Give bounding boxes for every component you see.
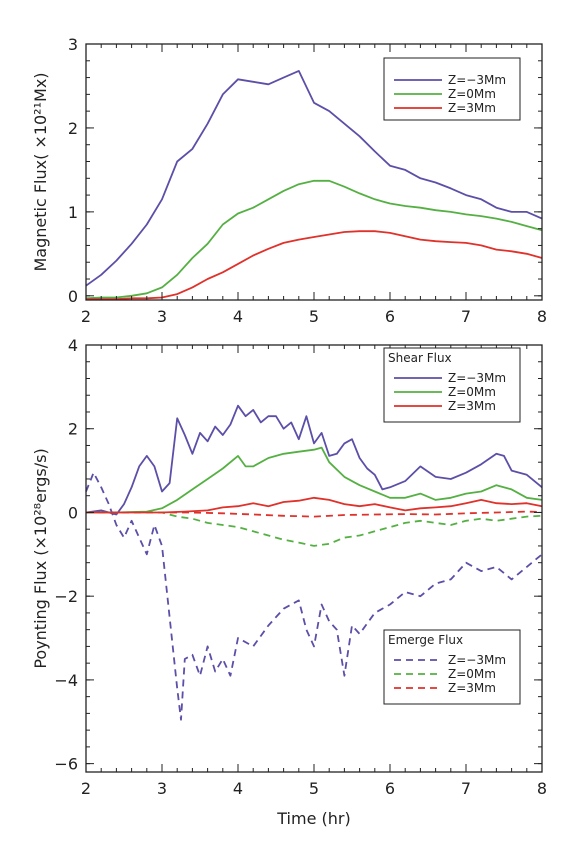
y-tick-label: −6 [54,755,78,774]
x-tick-label: 4 [233,779,243,798]
x-tick-label: 5 [309,779,319,798]
legend-title: Emerge Flux [388,633,463,647]
y-tick-label: 3 [68,35,78,54]
series-line-0 [85,70,543,287]
legend-label: Z=3Mm [448,681,496,695]
x-tick-label: 2 [81,779,91,798]
y-tick-label: 4 [68,336,78,355]
x-tick-label: 8 [537,307,547,326]
legend-label: Z=−3Mm [448,653,506,667]
x-tick-label: 3 [157,779,167,798]
y-tick-label: 0 [68,503,78,522]
legend-box [383,629,521,705]
y-tick-label: −2 [54,587,78,606]
x-tick-label: 3 [157,307,167,326]
y-tick-label: 0 [68,287,78,306]
x-tick-label: 2 [81,307,91,326]
legend-label: Z=0Mm [448,385,496,399]
y-axis-title: Poynting Flux (×10²⁸ergs/s) [31,448,50,668]
series-line-1 [86,446,543,514]
legend-label: Z=0Mm [448,667,496,681]
x-tick-label: 6 [385,779,395,798]
poynting-flux-panel: 2 3 4 5 6 7 8 −6 −4 −2 0 2 4 Poynting Flux (×10²⁸ergs… [31,336,547,828]
x-tick-label: 8 [537,779,547,798]
series-line-1 [85,179,543,300]
series-line-2 [86,230,543,301]
legend-label: Z=3Mm [448,399,496,413]
x-tick-label: 5 [309,307,319,326]
series-line-4 [86,511,543,547]
series-line-3 [85,471,543,721]
legend-label: Z=−3Mm [448,371,506,385]
legend-label: Z=3Mm [448,101,496,115]
x-tick-label: 7 [461,779,471,798]
x-axis-title: Time (hr) [276,809,350,828]
x-tick-label: 4 [233,307,243,326]
legend-label: Z=−3Mm [448,73,506,87]
legend-box [383,57,521,121]
y-tick-label: 2 [68,420,78,439]
legend-box [383,347,521,423]
y-axis-title: Magnetic Flux( ×10²¹Mx) [31,72,50,271]
magnetic-flux-panel: 2 3 4 5 6 7 8 0 1 2 3 Magnetic Flux( ×10²¹Mx) Z=−3Mm… [31,35,547,326]
x-tick-label: 7 [461,307,471,326]
legend-title: Shear Flux [388,351,452,365]
series-line-0 [85,404,543,516]
y-tick-label: 2 [68,119,78,138]
series-line-5 [86,510,543,518]
y-tick-label: 1 [68,203,78,222]
x-tick-label: 6 [385,307,395,326]
y-tick-label: −4 [54,671,78,690]
legend-label: Z=0Mm [448,87,496,101]
series-line-2 [86,496,543,514]
